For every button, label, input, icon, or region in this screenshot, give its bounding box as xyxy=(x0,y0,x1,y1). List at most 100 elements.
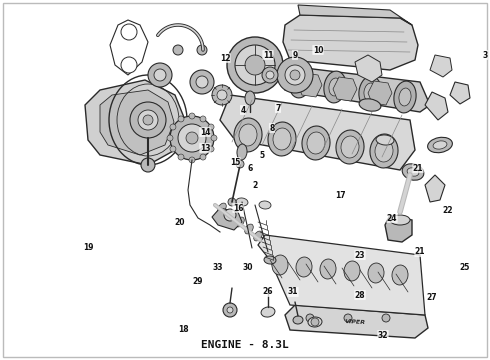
Text: 15: 15 xyxy=(230,158,240,166)
Ellipse shape xyxy=(236,198,248,206)
Polygon shape xyxy=(368,81,392,105)
Circle shape xyxy=(311,318,319,326)
Circle shape xyxy=(208,124,214,130)
Text: 9: 9 xyxy=(293,50,297,59)
Circle shape xyxy=(148,63,172,87)
Text: 25: 25 xyxy=(460,264,470,273)
Polygon shape xyxy=(298,73,322,97)
Circle shape xyxy=(285,65,305,85)
Ellipse shape xyxy=(428,137,452,153)
Ellipse shape xyxy=(392,265,408,285)
Circle shape xyxy=(190,70,214,94)
Text: 31: 31 xyxy=(288,288,298,297)
Circle shape xyxy=(178,124,206,152)
Polygon shape xyxy=(100,90,174,155)
Circle shape xyxy=(245,55,265,75)
Ellipse shape xyxy=(324,71,346,103)
Ellipse shape xyxy=(236,217,244,227)
Circle shape xyxy=(138,110,158,130)
Ellipse shape xyxy=(218,203,226,213)
Circle shape xyxy=(217,90,227,100)
Polygon shape xyxy=(298,5,412,25)
Text: 17: 17 xyxy=(335,190,345,199)
Text: 4: 4 xyxy=(241,105,245,114)
Circle shape xyxy=(212,85,232,105)
Circle shape xyxy=(236,160,244,168)
Text: 6: 6 xyxy=(247,163,253,172)
Ellipse shape xyxy=(273,128,291,150)
Circle shape xyxy=(306,314,314,322)
Text: 2: 2 xyxy=(252,180,258,189)
Ellipse shape xyxy=(433,141,447,149)
Ellipse shape xyxy=(368,263,384,283)
Text: 12: 12 xyxy=(220,54,230,63)
Circle shape xyxy=(196,76,208,88)
Text: 19: 19 xyxy=(83,243,93,252)
Ellipse shape xyxy=(376,135,394,145)
Ellipse shape xyxy=(296,257,312,277)
Circle shape xyxy=(143,115,153,125)
Text: 8: 8 xyxy=(270,123,275,132)
Text: ENGINE - 8.3L: ENGINE - 8.3L xyxy=(201,340,289,350)
Ellipse shape xyxy=(344,261,360,281)
Ellipse shape xyxy=(399,88,411,106)
Ellipse shape xyxy=(237,144,247,160)
Ellipse shape xyxy=(294,73,306,91)
Circle shape xyxy=(382,314,390,322)
Polygon shape xyxy=(212,208,242,230)
Polygon shape xyxy=(355,55,382,82)
Circle shape xyxy=(186,132,198,144)
Circle shape xyxy=(197,45,207,55)
Polygon shape xyxy=(425,175,445,202)
Ellipse shape xyxy=(289,66,311,98)
Ellipse shape xyxy=(272,255,288,275)
Circle shape xyxy=(262,67,278,83)
Ellipse shape xyxy=(359,99,381,111)
Text: 30: 30 xyxy=(243,264,253,273)
Ellipse shape xyxy=(227,210,235,220)
Polygon shape xyxy=(385,215,412,242)
Circle shape xyxy=(224,209,236,221)
Ellipse shape xyxy=(407,168,419,176)
Ellipse shape xyxy=(394,81,416,113)
Ellipse shape xyxy=(245,224,253,234)
Ellipse shape xyxy=(329,78,341,96)
Polygon shape xyxy=(285,305,428,338)
Text: 18: 18 xyxy=(178,325,188,334)
Polygon shape xyxy=(85,80,185,165)
Circle shape xyxy=(189,113,195,119)
Circle shape xyxy=(211,135,217,141)
Ellipse shape xyxy=(264,256,276,264)
Ellipse shape xyxy=(259,201,271,209)
Ellipse shape xyxy=(293,316,303,324)
Polygon shape xyxy=(425,92,448,120)
Polygon shape xyxy=(220,95,415,170)
Circle shape xyxy=(178,154,184,160)
Ellipse shape xyxy=(336,130,364,164)
Ellipse shape xyxy=(234,118,262,152)
Polygon shape xyxy=(283,15,418,70)
Circle shape xyxy=(223,303,237,317)
Ellipse shape xyxy=(390,215,410,225)
Text: 33: 33 xyxy=(213,264,223,273)
Text: 29: 29 xyxy=(193,278,203,287)
Ellipse shape xyxy=(239,124,257,146)
Text: 5: 5 xyxy=(259,150,265,159)
Text: 21: 21 xyxy=(415,248,425,256)
Polygon shape xyxy=(333,77,357,101)
Text: 20: 20 xyxy=(175,217,185,226)
Circle shape xyxy=(266,71,274,79)
Circle shape xyxy=(130,102,166,138)
Circle shape xyxy=(121,24,137,40)
Ellipse shape xyxy=(308,317,322,327)
Circle shape xyxy=(200,154,206,160)
Ellipse shape xyxy=(320,259,336,279)
Ellipse shape xyxy=(375,140,393,162)
Circle shape xyxy=(154,69,166,81)
Circle shape xyxy=(189,157,195,163)
Text: 22: 22 xyxy=(443,206,453,215)
Circle shape xyxy=(141,158,155,172)
Text: 27: 27 xyxy=(427,293,437,302)
Text: 26: 26 xyxy=(263,288,273,297)
Text: 21: 21 xyxy=(413,163,423,172)
